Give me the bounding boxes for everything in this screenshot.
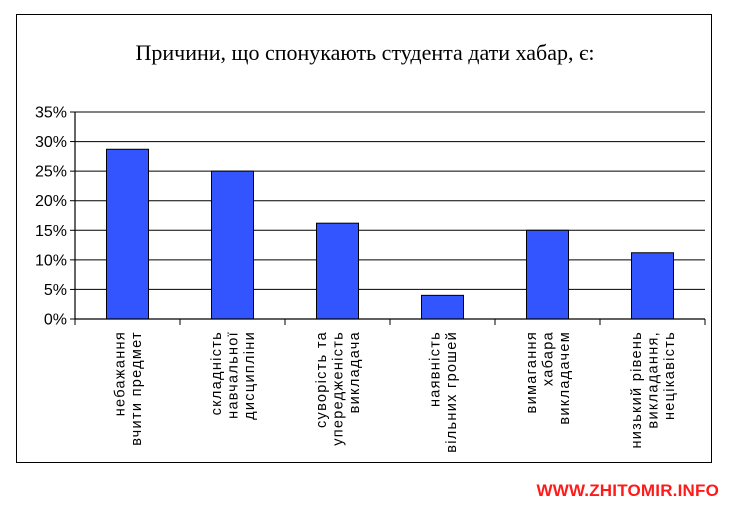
bars [106, 148, 674, 320]
y-tick-label: 20% [35, 193, 67, 210]
x-category-label-line: викладачем [557, 331, 573, 425]
y-tick-label: 15% [35, 223, 67, 240]
x-category-label-line: вільних грошей [444, 331, 460, 453]
chart-title: Причини, що спонукають студента дати хаб… [135, 40, 594, 65]
x-category-label: небажання вчити предмет [112, 331, 145, 446]
x-category-label-line: суворість та [314, 331, 330, 428]
x-category-label-line: дисципліни [242, 331, 258, 420]
x-category-label: наявність вільних грошей [427, 331, 460, 453]
x-category-label-line: складність [209, 331, 225, 415]
bar [211, 170, 254, 320]
y-tick-labels: 0% 5% 10% 15% 20% 25% 30% 35% [35, 105, 67, 329]
x-category-label-line: викладання, [646, 331, 662, 429]
x-category-label-line: наявність [427, 331, 443, 407]
y-tick-label: 30% [35, 134, 67, 151]
x-category-label-line: викладача [347, 331, 363, 413]
watermark-site-url: WWW.ZHITOMIR.INFO [536, 481, 719, 500]
x-category-label-line: небажання [112, 331, 128, 416]
bar [631, 252, 674, 320]
bar [421, 294, 464, 320]
bar [106, 148, 149, 320]
bar [316, 222, 359, 320]
axes [70, 111, 706, 325]
x-category-label: складність навчальної дисципліни [209, 331, 258, 420]
x-category-label-line: упередженість [331, 331, 347, 446]
x-category-labels: небажання вчити предмет складність навчальн… [112, 331, 678, 453]
x-category-label-line: навчальної [226, 331, 242, 419]
x-category-label-line: вчити предмет [129, 331, 145, 446]
x-category-label: суворість та упередженість викладача [314, 331, 363, 446]
x-category-label-line: нецікавість [662, 331, 678, 420]
x-category-label-line: низький рівень [629, 331, 645, 449]
chart-frame: Причини, що спонукають студента дати хаб… [16, 14, 712, 463]
x-category-label: вимагання хабара викладачем [524, 331, 573, 425]
bar-chart: Причини, що спонукають студента дати хаб… [35, 40, 706, 453]
gridlines [75, 111, 705, 290]
y-tick-label: 0% [44, 312, 67, 329]
y-tick-label: 35% [35, 105, 67, 122]
x-category-label-line: хабара [541, 331, 557, 386]
y-tick-label: 10% [35, 252, 67, 269]
bar [526, 229, 569, 320]
x-category-label: низький рівень викладання, нецікавість [629, 331, 678, 449]
y-tick-label: 5% [44, 282, 67, 299]
x-category-label-line: вимагання [524, 331, 540, 413]
y-tick-label: 25% [35, 164, 67, 181]
